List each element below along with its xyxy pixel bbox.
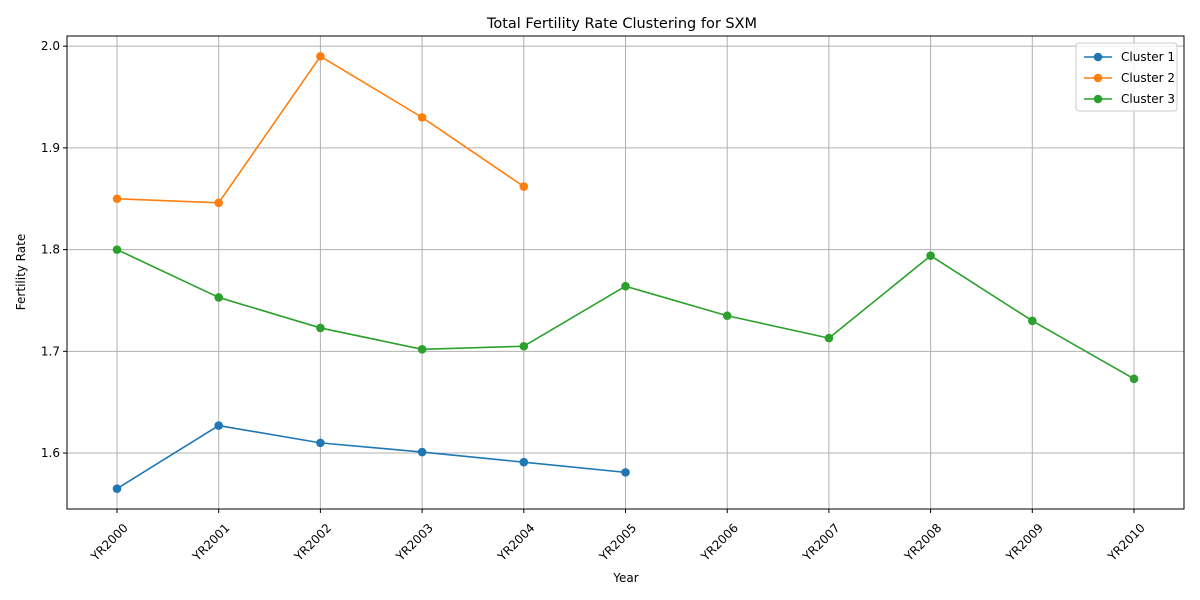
y-tick-label: 1.7 [41,344,60,358]
x-axis-title: Year [612,571,638,585]
series-2 [112,52,529,208]
x-axis-ticks: YR2000 YR2001 YR2002 YR2003 YR2004 YR2005 YR20… [87,509,1148,564]
x-tick-label: YR2003 [393,521,436,564]
legend-marker [1093,52,1103,62]
x-tick-label: YR2002 [291,521,334,564]
data-point [214,198,223,208]
series-1 [112,421,630,493]
x-tick-label: YR2009 [1003,521,1046,564]
legend-label: Cluster 2 [1121,71,1175,85]
data-point [417,447,427,457]
chart-title: Total Fertility Rate Clustering for SXM [486,16,757,32]
x-tick-label: YR2005 [596,521,639,564]
data-point [926,251,935,261]
legend-box [1075,42,1178,112]
data-point [214,293,223,302]
legend: Cluster 1 Cluster 2 Cluster 3 [1075,42,1178,112]
legend-marker [1093,94,1103,104]
x-tick-label: YR2004 [494,521,537,564]
legend-item: Cluster 1 [1084,50,1175,64]
data-point [112,484,122,493]
x-tick-label: YR2006 [698,521,741,564]
series-line [116,424,626,490]
data-point [519,457,529,467]
data-point [417,344,427,354]
data-point [621,468,630,477]
y-tick-label: 2.0 [41,39,60,53]
data-point [519,182,529,191]
legend-item: Cluster 2 [1084,71,1175,85]
legend-label: Cluster 1 [1121,50,1175,64]
y-axis-ticks: 1.6 1.7 1.8 1.9 2.0 [41,39,67,460]
data-point [316,52,325,61]
y-tick-label: 1.8 [41,243,60,257]
data-point [112,194,122,204]
data-point [519,341,529,351]
data-point [1028,316,1037,326]
y-axis-title: Fertility Rate [14,234,28,310]
grid [67,36,1184,509]
series-layer [112,52,1139,493]
data-point [316,323,325,333]
x-tick-label: YR2001 [189,521,232,564]
y-tick-label: 1.9 [41,141,60,155]
data-point [417,113,427,122]
legend-label: Cluster 3 [1121,92,1175,106]
legend-marker [1093,73,1103,83]
data-point [824,333,834,343]
y-tick-label: 1.6 [41,446,60,460]
data-point [722,311,732,321]
x-tick-label: YR2007 [799,521,842,564]
x-tick-label: YR2000 [87,521,130,564]
data-point [112,245,122,254]
data-point [1129,374,1139,384]
x-tick-label: YR2010 [1104,521,1147,564]
data-point [621,281,630,291]
data-point [214,421,223,430]
x-tick-label: YR2008 [901,521,944,564]
series-3 [112,245,1139,384]
legend-item: Cluster 3 [1084,92,1175,106]
data-point [316,438,325,448]
